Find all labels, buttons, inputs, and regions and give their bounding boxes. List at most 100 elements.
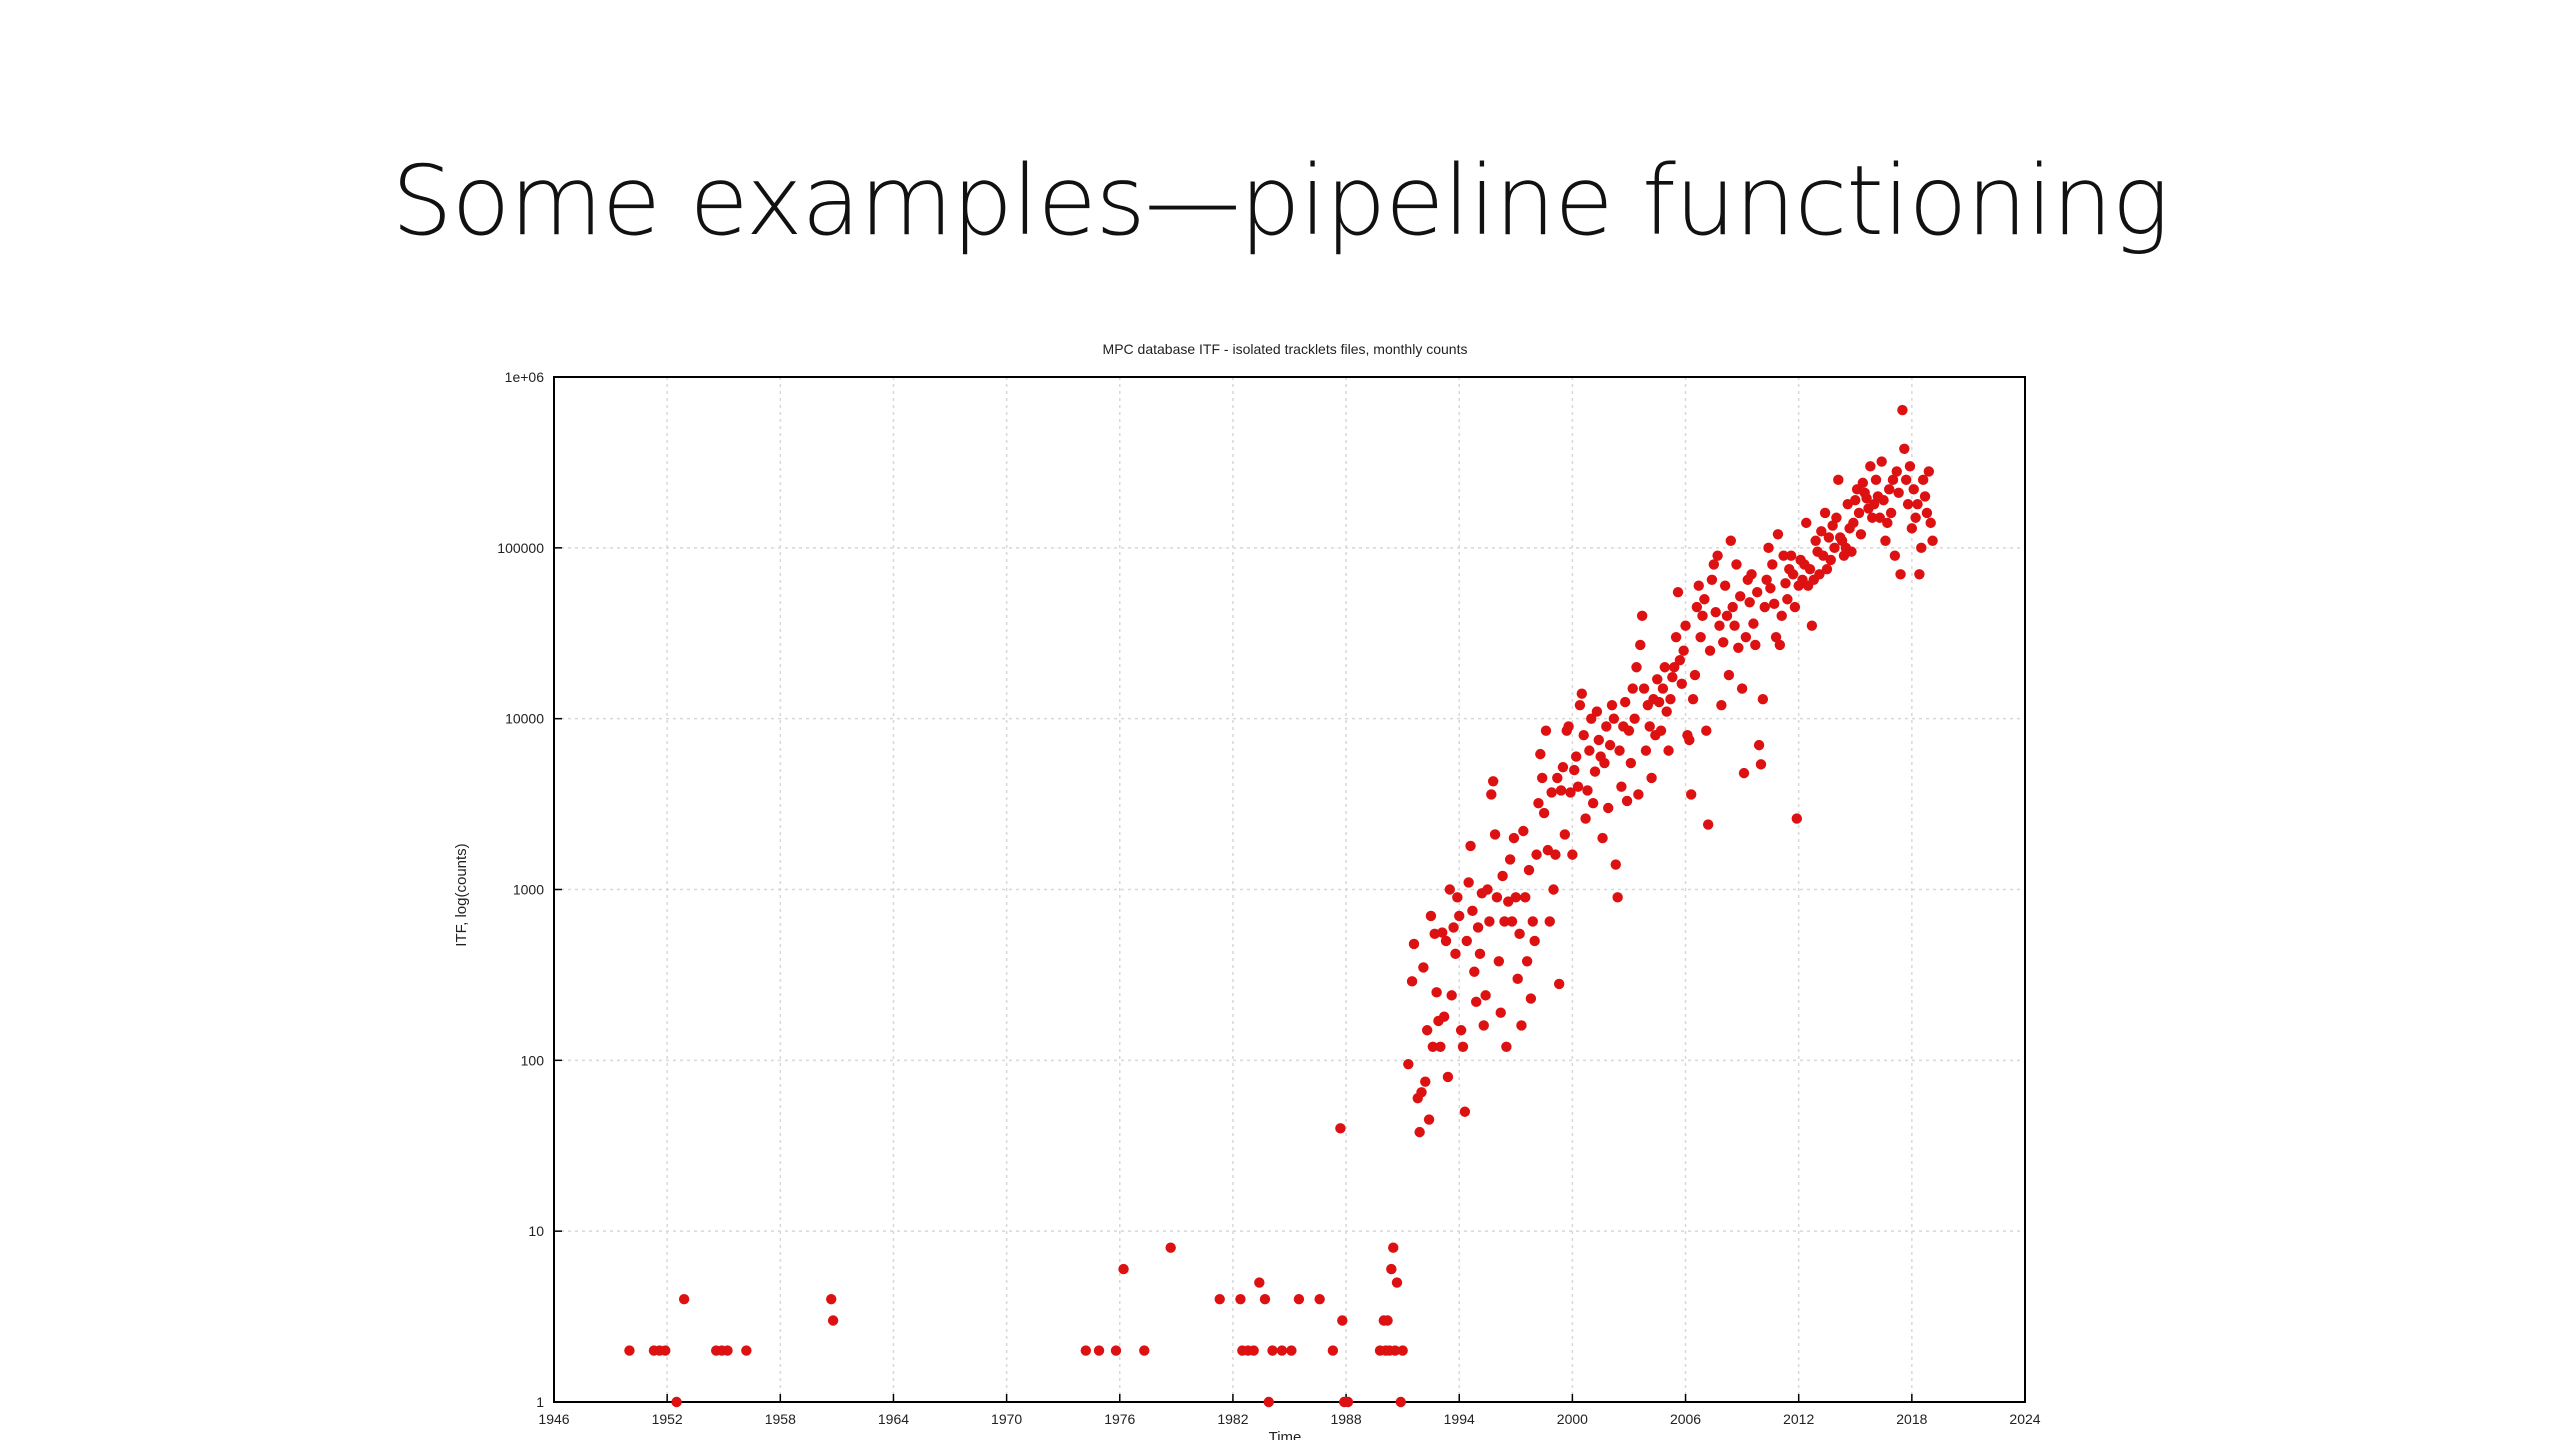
data-point: [1491, 892, 1503, 903]
data-point: [1591, 706, 1603, 717]
data-point: [1710, 606, 1721, 618]
y-tick-label: 10000: [505, 711, 544, 727]
data-point: [1910, 512, 1921, 523]
data-point: [1386, 1263, 1397, 1275]
data-point: [1484, 916, 1495, 927]
data-point: [1904, 461, 1916, 472]
data-point: [1891, 466, 1902, 477]
y-tick-label: 10: [528, 1223, 544, 1239]
data-point: [1382, 1315, 1393, 1326]
data-point: [1919, 491, 1931, 502]
data-point: [1403, 1058, 1414, 1070]
data-point: [722, 1345, 733, 1356]
data-point: [1493, 956, 1505, 967]
data-point: [1861, 493, 1872, 504]
data-point: [1550, 849, 1561, 860]
data-point: [1521, 956, 1533, 967]
data-point: [1748, 618, 1759, 629]
data-point: [1887, 474, 1899, 486]
data-point: [1608, 713, 1620, 724]
data-point: [1789, 601, 1801, 613]
data-point: [1580, 813, 1591, 824]
data-point: [1912, 499, 1923, 510]
data-point: [1723, 669, 1735, 681]
data-point: [1689, 669, 1701, 681]
x-axis-title: Time: [1269, 1429, 1302, 1440]
data-point: [1667, 671, 1678, 683]
data-point: [1652, 674, 1663, 685]
data-point: [1574, 699, 1586, 711]
data-point: [1917, 474, 1929, 486]
data-point: [1523, 864, 1535, 876]
data-point: [1414, 1126, 1425, 1138]
data-point: [1693, 580, 1704, 591]
data-point: [1533, 798, 1544, 809]
data-point: [1925, 517, 1936, 529]
data-point: [1702, 819, 1714, 830]
data-point: [1770, 631, 1782, 643]
data-point: [1495, 1007, 1506, 1018]
data-point: [1768, 598, 1780, 610]
data-point: [1687, 694, 1699, 705]
data-point: [1635, 639, 1646, 651]
data-point: [1655, 725, 1667, 736]
data-point: [1440, 935, 1452, 947]
data-point: [1712, 550, 1723, 561]
data-point: [1139, 1345, 1150, 1356]
data-point: [1870, 474, 1882, 486]
y-tick-label: 100000: [497, 540, 544, 556]
data-point: [660, 1345, 671, 1356]
data-point: [1461, 935, 1472, 947]
data-point: [1406, 976, 1418, 987]
data-point: [1699, 594, 1710, 605]
x-tick-label: 1994: [1444, 1411, 1475, 1427]
data-point: [1416, 1087, 1427, 1098]
data-point: [1614, 745, 1625, 756]
data-point: [1565, 787, 1576, 798]
data-point: [1467, 905, 1478, 917]
data-point: [1876, 456, 1887, 467]
data-point: [1631, 662, 1642, 673]
data-point: [1782, 594, 1793, 605]
data-point: [1900, 474, 1912, 486]
x-tick-label: 1964: [878, 1411, 909, 1427]
data-point: [1472, 922, 1484, 933]
data-point: [1744, 597, 1755, 608]
data-point: [826, 1293, 837, 1305]
data-point: [1810, 535, 1821, 546]
data-point: [1772, 529, 1784, 540]
data-point: [1514, 928, 1525, 940]
data-point: [1733, 642, 1744, 653]
data-point: [1527, 916, 1538, 927]
data-point: [1499, 916, 1510, 927]
data-point: [1685, 789, 1697, 800]
data-point: [1420, 1076, 1431, 1087]
data-point: [1846, 546, 1857, 557]
data-point: [1704, 645, 1716, 656]
data-point: [1729, 620, 1740, 631]
data-point: [1452, 892, 1463, 903]
data-point: [1589, 766, 1601, 777]
x-tick-label: 2018: [1896, 1411, 1927, 1427]
data-point: [1753, 739, 1765, 751]
x-tick-label: 1970: [991, 1411, 1022, 1427]
data-point: [1684, 734, 1695, 746]
data-point: [1418, 962, 1429, 973]
data-point: [1619, 696, 1631, 708]
y-tick-label: 1e+06: [505, 369, 545, 385]
data-point: [1389, 1345, 1401, 1356]
data-point: [1486, 789, 1497, 800]
x-tick-label: 2012: [1783, 1411, 1814, 1427]
data-point: [1921, 507, 1933, 519]
data-point: [1633, 789, 1644, 800]
x-tick-label: 2000: [1557, 1411, 1588, 1427]
data-point: [1714, 620, 1725, 631]
data-point: [1725, 535, 1737, 546]
data-point: [1518, 825, 1529, 837]
data-point: [1335, 1123, 1346, 1134]
x-tick-label: 1946: [538, 1411, 569, 1427]
data-point: [1736, 683, 1748, 694]
data-point: [1623, 725, 1635, 736]
data-point: [1444, 884, 1456, 895]
data-point: [1497, 870, 1508, 882]
